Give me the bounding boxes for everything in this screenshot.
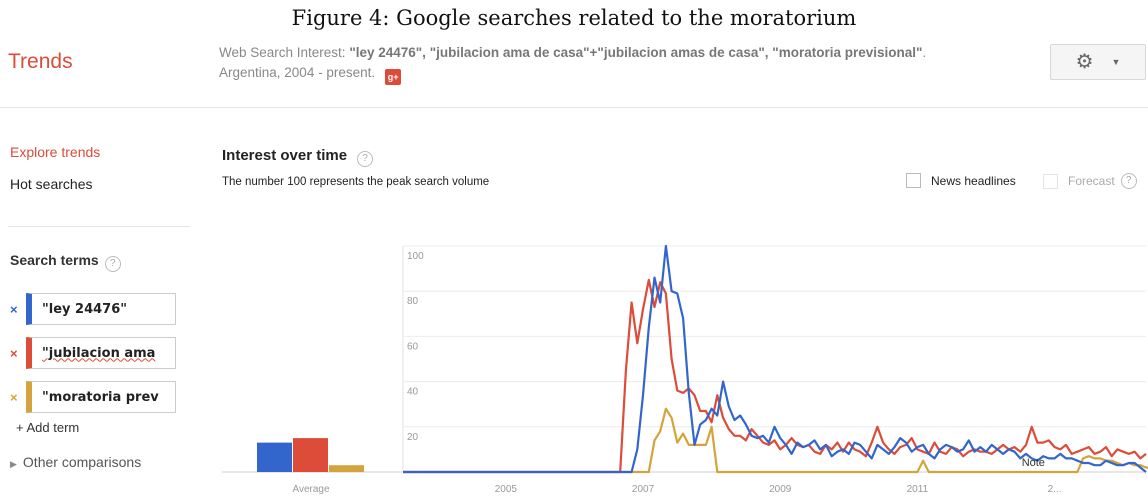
forecast-label: Forecast bbox=[1068, 174, 1115, 188]
help-icon[interactable]: ? bbox=[357, 151, 374, 167]
y-tick-label: 100 bbox=[407, 251, 424, 262]
search-term-input[interactable]: "moratoria prev bbox=[26, 381, 176, 413]
average-bars: Average bbox=[222, 438, 402, 495]
news-headlines-option[interactable]: News headlines bbox=[906, 173, 1016, 188]
search-term-row: × "ley 24476" bbox=[10, 292, 176, 326]
web-search-interest-subtitle: Web Search Interest: "ley 24476", "jubil… bbox=[219, 43, 979, 85]
y-tick-label: 60 bbox=[407, 341, 419, 352]
peak-volume-description: The number 100 represents the peak searc… bbox=[222, 176, 490, 188]
sidebar-item-hot-searches[interactable]: Hot searches bbox=[10, 176, 93, 192]
interest-over-time-title: Interest over time? bbox=[222, 147, 374, 167]
forecast-checkbox bbox=[1043, 173, 1058, 189]
triangle-right-icon: ▶ bbox=[10, 459, 17, 469]
x-tick-label: 2007 bbox=[632, 484, 655, 495]
search-term-row: × "moratoria prev bbox=[10, 380, 176, 414]
search-term-row: × "jubilacion ama bbox=[10, 336, 176, 370]
chart-series bbox=[403, 244, 1148, 474]
add-term-button[interactable]: + Add term bbox=[16, 420, 79, 435]
x-tick-label: 2005 bbox=[495, 484, 518, 495]
average-bar bbox=[293, 438, 328, 472]
x-tick-label: 2011 bbox=[907, 484, 929, 495]
search-term-text: "ley 24476" bbox=[42, 301, 128, 317]
remove-term-icon[interactable]: × bbox=[10, 389, 18, 405]
x-tick-label: 2... bbox=[1048, 484, 1062, 495]
plus-icon: + bbox=[16, 420, 24, 435]
series-line bbox=[403, 244, 1147, 474]
figure-caption: Figure 4: Google searches related to the… bbox=[291, 6, 857, 30]
settings-button[interactable]: ⚙ ▼ bbox=[1050, 44, 1146, 80]
help-icon[interactable]: ? bbox=[1120, 173, 1137, 189]
other-comparisons-label: Other comparisons bbox=[22, 454, 142, 470]
series-line bbox=[403, 278, 1147, 474]
chart-grid: 20 40 60 80 100 bbox=[402, 245, 1146, 473]
news-headlines-checkbox[interactable] bbox=[906, 173, 921, 188]
subtitle-prefix: Web Search Interest: bbox=[219, 45, 350, 60]
subtitle-suffix: . Argentina, 2004 - present. bbox=[219, 45, 927, 80]
other-comparisons-toggle[interactable]: ▶ Other comparisons bbox=[10, 454, 141, 470]
interest-over-time-label: Interest over time bbox=[222, 147, 348, 164]
search-term-input[interactable]: "ley 24476" bbox=[26, 293, 176, 325]
note-annotation: Note bbox=[1022, 457, 1045, 469]
news-headlines-label: News headlines bbox=[931, 173, 1016, 188]
search-term-text: "jubilacion ama bbox=[42, 345, 156, 361]
trends-logo[interactable]: Trends bbox=[8, 50, 73, 73]
chevron-down-icon: ▼ bbox=[1111, 57, 1121, 67]
gear-icon: ⚙ bbox=[1075, 51, 1094, 73]
forecast-option: Forecast? bbox=[1043, 173, 1137, 189]
header-divider bbox=[0, 107, 1148, 108]
help-icon[interactable]: ? bbox=[104, 256, 121, 272]
y-tick-label: 20 bbox=[407, 432, 419, 443]
google-plus-icon[interactable]: g+ bbox=[385, 69, 402, 85]
y-tick-label: 40 bbox=[407, 387, 419, 398]
remove-term-icon[interactable]: × bbox=[10, 345, 18, 361]
average-label: Average bbox=[292, 484, 330, 495]
sidebar-item-explore-trends[interactable]: Explore trends bbox=[10, 144, 101, 160]
remove-term-icon[interactable]: × bbox=[10, 301, 18, 317]
chart-axis: 2005 2007 2009 2011 2... Note bbox=[495, 457, 1062, 495]
search-term-input[interactable]: "jubilacion ama bbox=[26, 337, 176, 369]
average-bar bbox=[329, 465, 364, 472]
search-terms-title: Search terms? bbox=[10, 252, 121, 272]
sidebar-divider bbox=[8, 226, 190, 227]
add-term-label: Add term bbox=[26, 420, 80, 435]
search-terms-label: Search terms bbox=[10, 252, 99, 268]
x-tick-label: 2009 bbox=[769, 484, 792, 495]
y-tick-label: 80 bbox=[407, 296, 419, 307]
subtitle-terms: "ley 24476", "jubilacion ama de casa"+"j… bbox=[349, 45, 923, 60]
average-bar bbox=[257, 442, 292, 472]
search-term-text: "moratoria prev bbox=[42, 389, 159, 405]
